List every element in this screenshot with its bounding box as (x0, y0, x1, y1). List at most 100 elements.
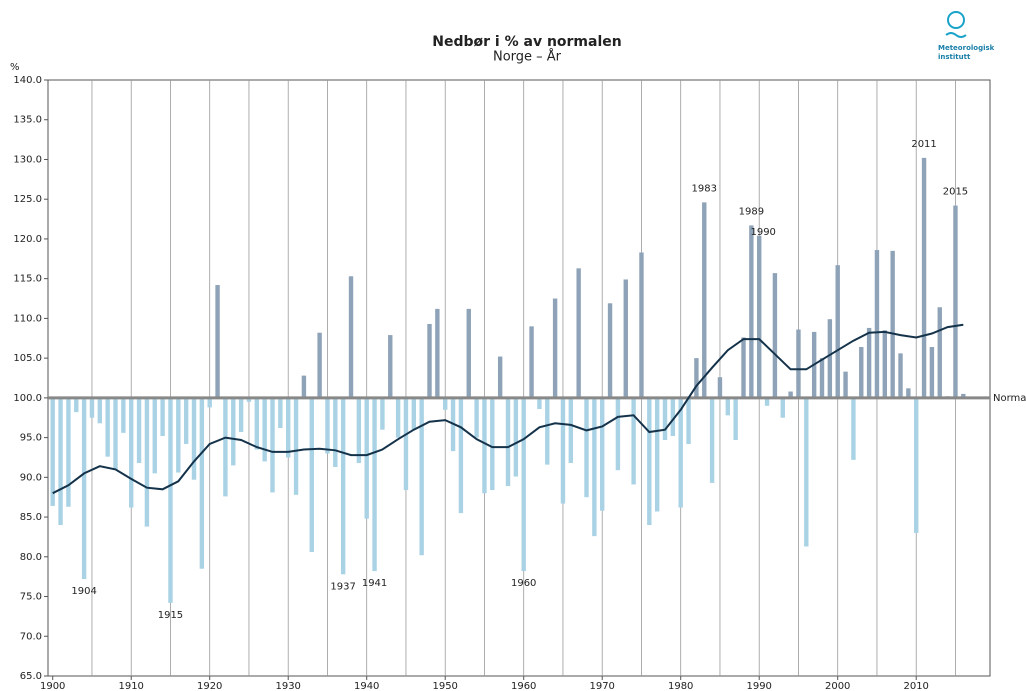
y-tick-label: 115.0 (13, 274, 42, 285)
x-tick-label: 1900 (40, 681, 65, 691)
bar (615, 397, 621, 471)
bar (584, 397, 589, 498)
bar (89, 397, 95, 418)
logo-text: Meteorologisk institutt (938, 44, 995, 61)
bar (788, 391, 793, 398)
annotation: 1983 (692, 183, 717, 194)
annotation: 1904 (71, 586, 96, 597)
bar (246, 397, 252, 402)
reference-label: Normal (993, 393, 1026, 404)
bar (592, 397, 597, 537)
bar (278, 397, 283, 429)
bar (74, 397, 79, 413)
bar (340, 397, 346, 575)
bar (796, 329, 801, 398)
bar (293, 397, 299, 495)
bar (678, 397, 683, 508)
bar (639, 252, 644, 398)
y-tick-label: 110.0 (13, 313, 42, 324)
bar (545, 397, 550, 465)
bar (827, 319, 833, 398)
y-tick-label: 70.0 (20, 631, 42, 642)
bar (694, 358, 699, 398)
bar (859, 347, 864, 398)
x-tick-label: 1970 (589, 681, 614, 691)
trend-line (52, 323, 964, 495)
bar (105, 397, 110, 457)
bar (301, 375, 307, 398)
bar (97, 397, 103, 424)
bar (764, 397, 770, 406)
bar (286, 397, 291, 458)
logo-wave (945, 32, 967, 38)
bar (411, 397, 417, 430)
x-tick-label: 1980 (668, 681, 693, 691)
annotation: 1941 (362, 578, 387, 589)
y-tick-label: 85.0 (20, 512, 42, 523)
annotation: 1915 (158, 610, 183, 621)
annotation: 2011 (911, 139, 936, 150)
bar (772, 273, 778, 398)
bar (474, 397, 479, 438)
bar (576, 268, 581, 398)
bar (443, 397, 448, 410)
logo-box: Meteorologisk institutt (938, 44, 995, 61)
bar (238, 397, 244, 433)
bar (113, 397, 118, 470)
bar (874, 250, 880, 398)
bar (403, 397, 409, 491)
bar (176, 397, 181, 473)
annotation: 1960 (511, 578, 536, 589)
bar (309, 397, 314, 553)
bar (521, 397, 526, 572)
bar (757, 235, 762, 398)
bar (81, 397, 87, 580)
bar (513, 397, 519, 477)
bar (262, 397, 267, 462)
bar (380, 397, 385, 430)
bar (364, 397, 369, 519)
bar (843, 371, 848, 398)
y-tick-label: 120.0 (13, 234, 42, 245)
x-tick-label: 1940 (354, 681, 379, 691)
x-tick-label: 1930 (275, 681, 300, 691)
bar (835, 265, 840, 398)
bar (482, 397, 487, 494)
bar (670, 397, 676, 437)
bar (749, 225, 754, 398)
bar (497, 356, 503, 398)
y-tick-label: 100.0 (13, 393, 42, 404)
bar (631, 397, 636, 485)
x-tick-label: 2010 (903, 681, 928, 691)
x-tick-label: 2000 (825, 681, 850, 691)
annotation: 2015 (943, 187, 968, 198)
bar (254, 397, 260, 450)
bar (953, 205, 958, 398)
bar (654, 397, 660, 512)
bar (183, 397, 189, 444)
bar (914, 397, 919, 533)
bar (552, 298, 558, 398)
bar (231, 397, 236, 466)
x-tick-label: 1950 (432, 681, 457, 691)
bar (537, 397, 542, 409)
bar (270, 397, 275, 493)
bar (906, 388, 911, 398)
y-tick-label: 95.0 (20, 433, 42, 444)
bar (168, 397, 173, 603)
y-tick-label: 125.0 (13, 194, 42, 205)
y-tick-label: 140.0 (13, 75, 42, 86)
bar (223, 397, 228, 497)
annotation: 1990 (750, 227, 775, 238)
bar (686, 397, 691, 444)
bar (568, 397, 574, 464)
bar (348, 276, 354, 398)
bar (961, 393, 966, 398)
bar (937, 307, 942, 398)
bar (702, 202, 707, 398)
bar (372, 397, 377, 572)
bar (741, 337, 746, 398)
bar (199, 397, 205, 569)
bar (136, 397, 142, 464)
